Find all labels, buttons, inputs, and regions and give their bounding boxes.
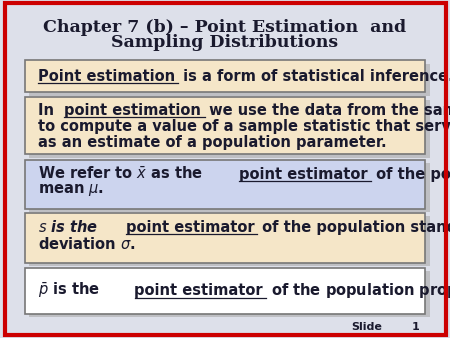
FancyBboxPatch shape — [25, 160, 425, 209]
FancyBboxPatch shape — [25, 213, 425, 263]
Text: point estimator: point estimator — [135, 283, 263, 298]
Text: of the population: of the population — [371, 167, 450, 182]
Text: mean $\mu$.: mean $\mu$. — [38, 182, 104, 198]
Text: In: In — [38, 103, 59, 118]
FancyBboxPatch shape — [29, 216, 430, 266]
Text: Slide: Slide — [351, 322, 382, 332]
FancyBboxPatch shape — [29, 271, 430, 317]
Text: is a form of statistical inference.: is a form of statistical inference. — [178, 69, 450, 84]
Text: we use the data from the sample: we use the data from the sample — [204, 103, 450, 118]
Text: $\bar{p}$ is the: $\bar{p}$ is the — [38, 281, 101, 300]
Text: point estimation: point estimation — [64, 103, 202, 118]
Text: to compute a value of a sample statistic that serves: to compute a value of a sample statistic… — [38, 119, 450, 134]
Text: point estimator: point estimator — [126, 220, 254, 235]
FancyBboxPatch shape — [25, 97, 425, 154]
Text: of the population proportion $p$.: of the population proportion $p$. — [266, 281, 450, 300]
FancyBboxPatch shape — [29, 100, 430, 158]
FancyBboxPatch shape — [25, 268, 425, 314]
Text: 1: 1 — [412, 322, 419, 332]
Text: deviation $\sigma$.: deviation $\sigma$. — [38, 236, 136, 252]
FancyBboxPatch shape — [29, 163, 430, 212]
Text: We refer to $\bar{x}$ as the: We refer to $\bar{x}$ as the — [38, 166, 204, 182]
Text: Sampling Distributions: Sampling Distributions — [112, 34, 338, 51]
Text: Point estimation: Point estimation — [38, 69, 176, 84]
Text: $s$ is the: $s$ is the — [38, 219, 99, 236]
FancyBboxPatch shape — [25, 60, 425, 92]
Text: point estimator: point estimator — [239, 167, 368, 182]
Text: Chapter 7 (b) – Point Estimation  and: Chapter 7 (b) – Point Estimation and — [44, 19, 406, 35]
Text: of the population standard: of the population standard — [257, 220, 450, 235]
Text: as an estimate of a population parameter.: as an estimate of a population parameter… — [38, 136, 387, 150]
FancyBboxPatch shape — [29, 64, 430, 96]
